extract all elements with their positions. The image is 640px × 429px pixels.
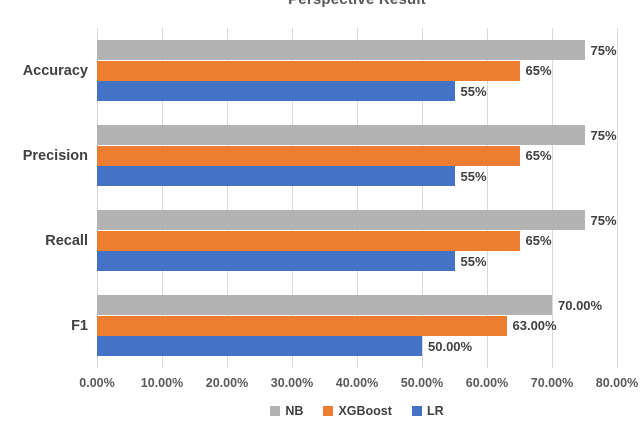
bar-row: 75% bbox=[97, 125, 617, 145]
bar-group: 70.00% 63.00% 50.00% bbox=[97, 295, 617, 357]
bar-row: 50.00% bbox=[97, 336, 617, 356]
bar-row: 55% bbox=[97, 81, 617, 101]
chart-title: Perspective Result bbox=[97, 0, 617, 10]
bar-value-label: 55% bbox=[460, 253, 487, 269]
bar-row: 55% bbox=[97, 166, 617, 186]
bar-row: 75% bbox=[97, 210, 617, 230]
x-tick-label: 60.00% bbox=[465, 376, 509, 390]
x-tick-label: 10.00% bbox=[140, 376, 184, 390]
legend-item-lr: LR bbox=[411, 404, 444, 418]
bar-value-label: 65% bbox=[525, 63, 552, 78]
legend-label-lr: LR bbox=[426, 404, 444, 418]
x-tick-label: 30.00% bbox=[270, 376, 314, 390]
category-group-recall: 75% 65% 55% bbox=[97, 198, 617, 283]
bar-value-label: 65% bbox=[525, 233, 552, 248]
legend-swatch-nb bbox=[270, 406, 281, 416]
bar-xgboost-recall bbox=[97, 230, 520, 251]
gridline bbox=[161, 28, 163, 368]
x-tick-label: 70.00% bbox=[530, 376, 574, 390]
legend: NB XGBoost LR bbox=[97, 404, 617, 418]
gridline bbox=[486, 28, 488, 368]
bar-value-label: 55% bbox=[460, 83, 487, 99]
bar-xgboost-precision bbox=[97, 145, 520, 166]
x-tick-label: 40.00% bbox=[335, 376, 379, 390]
x-tick-label: 50.00% bbox=[400, 376, 444, 390]
legend-swatch-lr bbox=[411, 406, 422, 416]
legend-label-nb: NB bbox=[285, 404, 304, 418]
bar-lr-recall bbox=[97, 251, 455, 271]
plot-area: 75% 65% 55% 75% 65% 55% 75% 65% 55% 70.00% 63.00% 5… bbox=[96, 28, 618, 368]
category-label-accuracy: Accuracy bbox=[22, 62, 88, 79]
bar-row: 65% bbox=[97, 60, 617, 81]
x-tick-label: 80.00% bbox=[595, 376, 639, 390]
bar-row: 55% bbox=[97, 251, 617, 271]
gridline bbox=[421, 28, 423, 368]
bar-group: 75% 65% 55% bbox=[97, 125, 617, 187]
category-axis: Accuracy Precision Recall F1 bbox=[0, 28, 88, 368]
bar-value-label: 75% bbox=[590, 42, 617, 58]
x-tick-label: 0.00% bbox=[79, 376, 115, 390]
bar-group: 75% 65% 55% bbox=[97, 40, 617, 102]
category-label-precision: Precision bbox=[22, 147, 88, 164]
bar-row: 70.00% bbox=[97, 295, 617, 315]
bar-row: 65% bbox=[97, 230, 617, 251]
gridline bbox=[551, 28, 553, 368]
bar-nb-precision bbox=[97, 125, 585, 145]
bar-lr-precision bbox=[97, 166, 455, 186]
bar-lr-f1 bbox=[97, 336, 422, 356]
bar-nb-accuracy bbox=[97, 40, 585, 60]
gridline bbox=[356, 28, 358, 368]
bar-lr-accuracy bbox=[97, 81, 455, 101]
bar-value-label: 70.00% bbox=[558, 297, 603, 313]
bar-nb-f1 bbox=[97, 295, 552, 315]
bar-xgboost-f1 bbox=[97, 315, 507, 336]
bar-xgboost-accuracy bbox=[97, 60, 520, 81]
gridline bbox=[96, 28, 98, 368]
legend-swatch-xgboost bbox=[323, 406, 334, 416]
bar-row: 63.00% bbox=[97, 315, 617, 336]
gridline bbox=[616, 28, 618, 368]
bar-value-label: 65% bbox=[525, 148, 552, 163]
bar-value-label: 50.00% bbox=[428, 338, 473, 354]
category-group-accuracy: 75% 65% 55% bbox=[97, 28, 617, 113]
category-label-f1: F1 bbox=[71, 317, 88, 334]
bar-value-label: 55% bbox=[460, 168, 487, 184]
gridline bbox=[291, 28, 293, 368]
legend-label-xgboost: XGBoost bbox=[338, 404, 392, 418]
bar-value-label: 75% bbox=[590, 127, 617, 143]
category-label-recall: Recall bbox=[45, 232, 88, 249]
x-tick-label: 20.00% bbox=[205, 376, 249, 390]
bar-row: 75% bbox=[97, 40, 617, 60]
gridline bbox=[226, 28, 228, 368]
category-group-precision: 75% 65% 55% bbox=[97, 113, 617, 198]
bar-row: 65% bbox=[97, 145, 617, 166]
bar-value-label: 75% bbox=[590, 212, 617, 228]
bar-nb-recall bbox=[97, 210, 585, 230]
x-axis: 0.00% 10.00% 20.00% 30.00% 40.00% 50.00% 60.00… bbox=[79, 376, 638, 392]
chart-title-clip: Perspective Result bbox=[97, 0, 617, 11]
category-group-f1: 70.00% 63.00% 50.00% bbox=[97, 283, 617, 368]
bar-group: 75% 65% 55% bbox=[97, 210, 617, 272]
bar-value-label: 63.00% bbox=[512, 318, 557, 333]
legend-item-nb: NB bbox=[270, 404, 303, 418]
legend-item-xgboost: XGBoost bbox=[323, 404, 392, 418]
